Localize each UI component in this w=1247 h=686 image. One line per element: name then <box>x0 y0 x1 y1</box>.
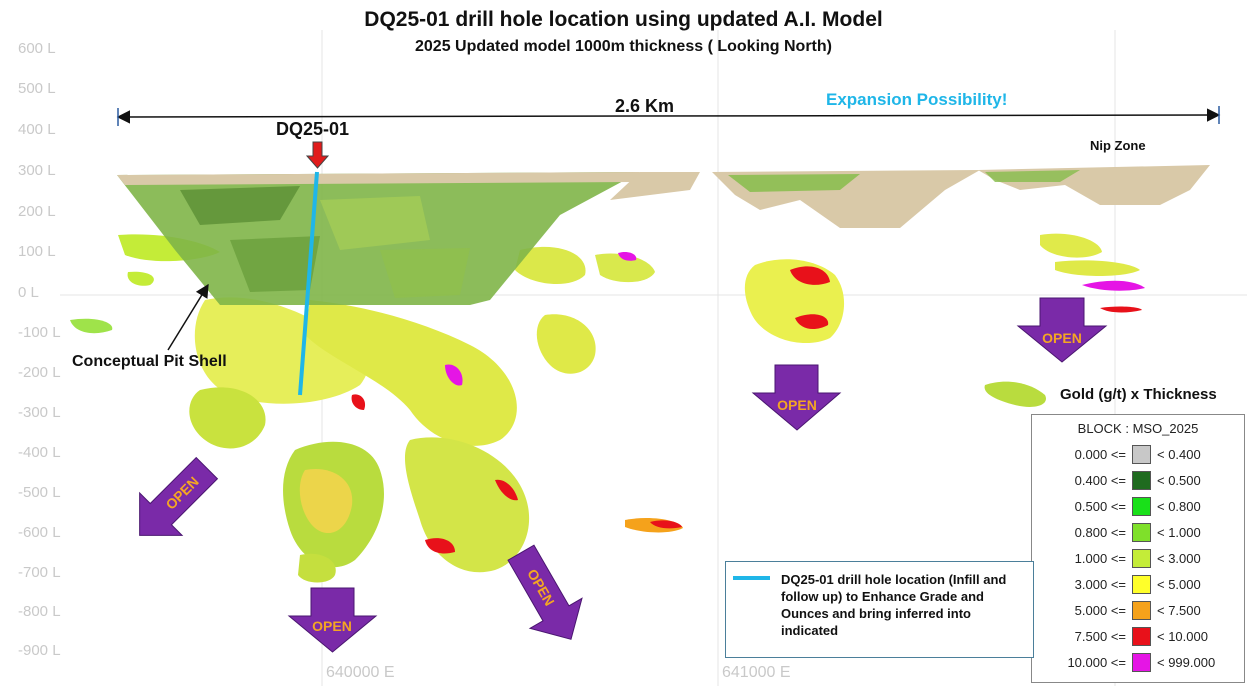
legend-header: BLOCK : MSO_2025 <box>1077 421 1199 436</box>
legend-swatch <box>1132 575 1151 594</box>
legend-high: < 999.000 <box>1157 655 1216 670</box>
elevation-label: -500 L <box>18 484 61 501</box>
open-arrow-down-1: OPEN <box>287 587 378 653</box>
legend-low: 0.500 <= <box>1074 499 1126 514</box>
scale-label: 2.6 Km <box>615 96 675 116</box>
open-arrow-down-2: OPEN <box>751 364 842 431</box>
open-text: OPEN <box>1042 330 1082 346</box>
legend-row: 0.000 <= < 0.400 <box>1032 445 1244 471</box>
legend-row: 10.000 <= < 999.000 <box>1032 653 1244 679</box>
easting-label: 641000 E <box>722 664 791 681</box>
pit-shell-label: Conceptual Pit Shell <box>72 353 227 370</box>
pit-shell-main <box>117 172 700 305</box>
legend-swatch <box>1132 497 1151 516</box>
open-arrow-down-3: OPEN <box>1016 297 1108 363</box>
legend-low: 7.500 <= <box>1074 629 1126 644</box>
legend-row: 7.500 <= < 10.000 <box>1032 627 1244 653</box>
nip-zone-label: Nip Zone <box>1090 138 1146 153</box>
elevation-label: -100 L <box>18 324 61 341</box>
drill-note-text: DQ25-01 drill hole location (Infill and … <box>781 572 1007 638</box>
legend-rows: 0.000 <= < 0.400 0.400 <= < 0.500 0.500 <= < … <box>1032 445 1244 679</box>
legend-low: 0.800 <= <box>1074 525 1126 540</box>
grade-legend: BLOCK : MSO_2025 0.000 <= < 0.400 0.400 <=… <box>1031 414 1245 683</box>
page-title: DQ25-01 drill hole location using update… <box>364 8 883 31</box>
elevation-label: -800 L <box>18 603 61 620</box>
elevation-label: -600 L <box>18 524 61 541</box>
scale-bar <box>116 106 1221 126</box>
open-arrow-down-left: OPEN <box>139 456 219 536</box>
drill-line-swatch <box>733 576 770 580</box>
elevation-label: 400 L <box>18 121 56 138</box>
open-text: OPEN <box>312 618 352 634</box>
expansion-label: Expansion Possibility! <box>826 90 1008 109</box>
drill-hole-label: DQ25-01 <box>276 119 350 139</box>
legend-swatch <box>1132 601 1151 620</box>
legend-row: 5.000 <= < 7.500 <box>1032 601 1244 627</box>
legend-high: < 5.000 <box>1157 577 1201 592</box>
pit-shell-nip <box>978 165 1210 205</box>
elevation-label: 200 L <box>18 203 56 220</box>
legend-title: Gold (g/t) x Thickness <box>1060 386 1217 403</box>
elevation-label: -400 L <box>18 444 61 461</box>
drill-collar-arrow <box>305 141 330 169</box>
legend-row: 3.000 <= < 5.000 <box>1032 575 1244 601</box>
legend-swatch <box>1132 653 1151 672</box>
elevation-label: -900 L <box>18 642 61 659</box>
legend-high: < 3.000 <box>1157 551 1201 566</box>
legend-high: < 0.800 <box>1157 499 1201 514</box>
legend-low: 0.000 <= <box>1074 447 1126 462</box>
page-subtitle: 2025 Updated model 1000m thickness ( Loo… <box>415 38 832 55</box>
legend-high: < 10.000 <box>1157 629 1208 644</box>
elevation-label: -700 L <box>18 564 61 581</box>
legend-row: 0.400 <= < 0.500 <box>1032 471 1244 497</box>
legend-swatch <box>1132 627 1151 646</box>
elevation-label: 600 L <box>18 40 56 57</box>
legend-low: 3.000 <= <box>1074 577 1126 592</box>
legend-row: 0.500 <= < 0.800 <box>1032 497 1244 523</box>
drill-note-box: DQ25-01 drill hole location (Infill and … <box>725 561 1034 658</box>
legend-swatch <box>1132 445 1151 464</box>
legend-swatch <box>1132 549 1151 568</box>
elevation-label: 300 L <box>18 162 56 179</box>
legend-row: 0.800 <= < 1.000 <box>1032 523 1244 549</box>
legend-swatch <box>1132 471 1151 490</box>
elevation-label: -300 L <box>18 404 61 421</box>
pit-shell-middle <box>712 170 980 228</box>
legend-high: < 0.400 <box>1157 447 1201 462</box>
legend-low: 1.000 <= <box>1074 551 1126 566</box>
legend-high: < 1.000 <box>1157 525 1201 540</box>
pit-shell-pointer <box>167 283 209 351</box>
easting-label: 640000 E <box>326 664 395 681</box>
open-text: OPEN <box>777 397 817 413</box>
legend-row: 1.000 <= < 3.000 <box>1032 549 1244 575</box>
legend-low: 0.400 <= <box>1074 473 1126 488</box>
elevation-label: 100 L <box>18 243 56 260</box>
legend-high: < 7.500 <box>1157 603 1201 618</box>
high-grade-patches <box>351 251 682 554</box>
legend-low: 10.000 <= <box>1067 655 1126 670</box>
elevation-label: 500 L <box>18 80 56 97</box>
drill-hole-trace <box>298 171 319 396</box>
legend-low: 5.000 <= <box>1074 603 1126 618</box>
elevation-label: 0 L <box>18 284 39 301</box>
legend-high: < 0.500 <box>1157 473 1201 488</box>
elevation-label: -200 L <box>18 364 61 381</box>
legend-swatch <box>1132 523 1151 542</box>
